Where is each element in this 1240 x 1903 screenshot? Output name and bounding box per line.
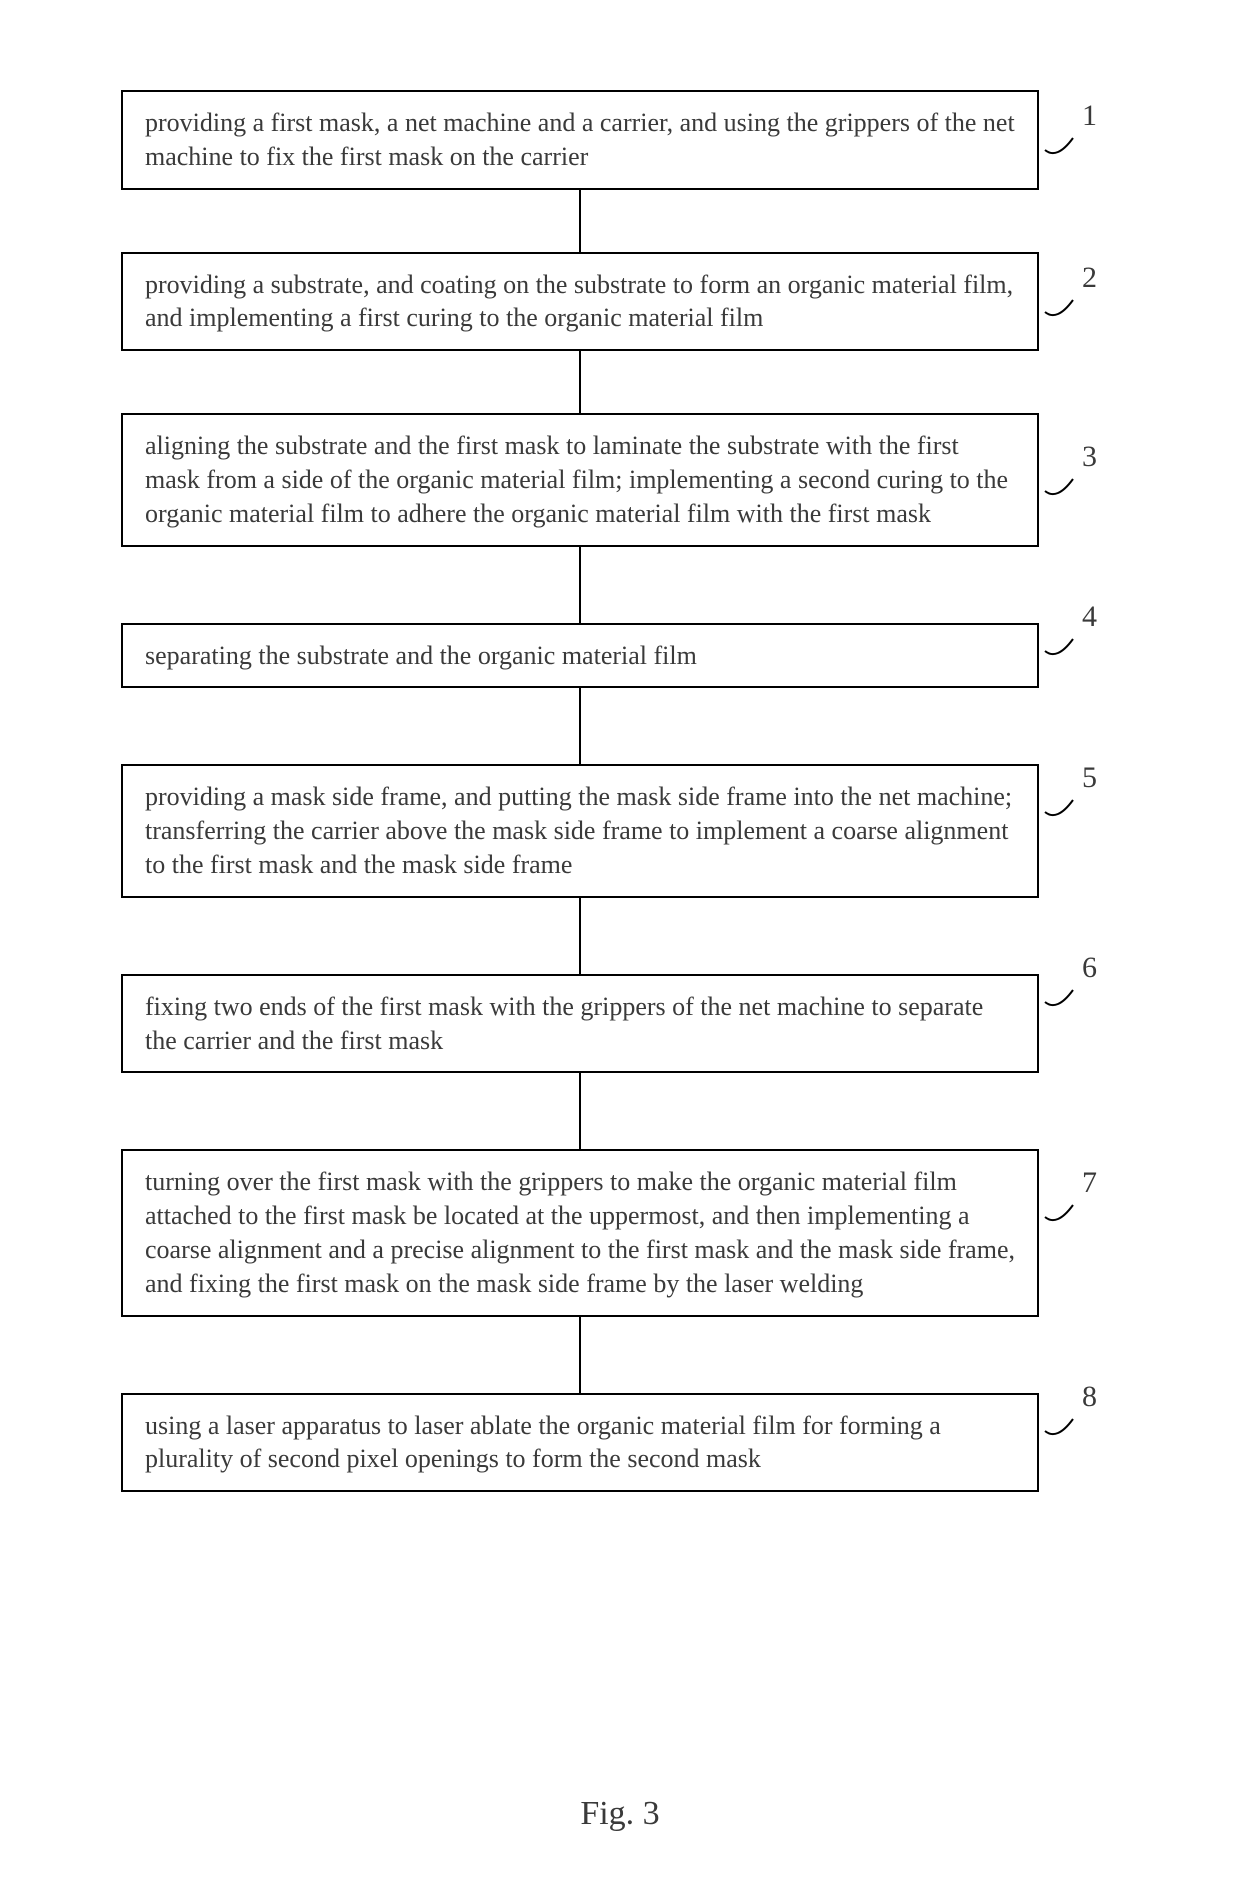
flow-step-text: aligning the substrate and the first mas…: [145, 431, 1008, 528]
figure-caption: Fig. 3: [0, 1795, 1240, 1833]
flow-step-4: separating the substrate and the organic…: [121, 623, 1039, 689]
flow-connector: [579, 898, 581, 974]
flow-step-label: 6: [1082, 948, 1097, 987]
flow-step-text: separating the substrate and the organic…: [145, 641, 697, 670]
flow-step-7: turning over the first mask with the gri…: [121, 1149, 1039, 1316]
leader-line-icon: [1043, 633, 1083, 663]
flow-step-text: fixing two ends of the first mask with t…: [145, 992, 983, 1055]
page: providing a first mask, a net machine an…: [0, 0, 1240, 1903]
flow-step-text: using a laser apparatus to laser ablate …: [145, 1411, 941, 1474]
leader-line-icon: [1043, 294, 1083, 324]
flow-step-1: providing a first mask, a net machine an…: [121, 90, 1039, 190]
flow-step-label: 5: [1082, 758, 1097, 797]
flow-step-label: 3: [1082, 437, 1097, 476]
leader-line-icon: [1043, 473, 1083, 503]
flow-connector: [579, 190, 581, 252]
flow-connector: [579, 1073, 581, 1149]
leader-line-icon: [1043, 1413, 1083, 1443]
flow-step-label: 2: [1082, 258, 1097, 297]
flow-connector: [579, 1317, 581, 1393]
flow-step-label: 4: [1082, 597, 1097, 636]
leader-line-icon: [1043, 984, 1083, 1014]
flow-step-6: fixing two ends of the first mask with t…: [121, 974, 1039, 1074]
flow-step-3: aligning the substrate and the first mas…: [121, 413, 1039, 546]
flow-step-2: providing a substrate, and coating on th…: [121, 252, 1039, 352]
leader-line-icon: [1043, 794, 1083, 824]
flow-step-text: providing a substrate, and coating on th…: [145, 270, 1013, 333]
flow-step-text: providing a first mask, a net machine an…: [145, 108, 1015, 171]
flow-step-text: turning over the first mask with the gri…: [145, 1167, 1015, 1297]
flowchart: providing a first mask, a net machine an…: [130, 90, 1030, 1492]
flow-step-label: 1: [1082, 96, 1097, 135]
flow-step-text: providing a mask side frame, and putting…: [145, 782, 1012, 879]
flow-connector: [579, 688, 581, 764]
flow-step-label: 8: [1082, 1377, 1097, 1416]
flow-step-5: providing a mask side frame, and putting…: [121, 764, 1039, 897]
flow-connector: [579, 547, 581, 623]
flow-connector: [579, 351, 581, 413]
flow-step-8: using a laser apparatus to laser ablate …: [121, 1393, 1039, 1493]
flow-step-label: 7: [1082, 1163, 1097, 1202]
leader-line-icon: [1043, 1199, 1083, 1229]
leader-line-icon: [1043, 132, 1083, 162]
